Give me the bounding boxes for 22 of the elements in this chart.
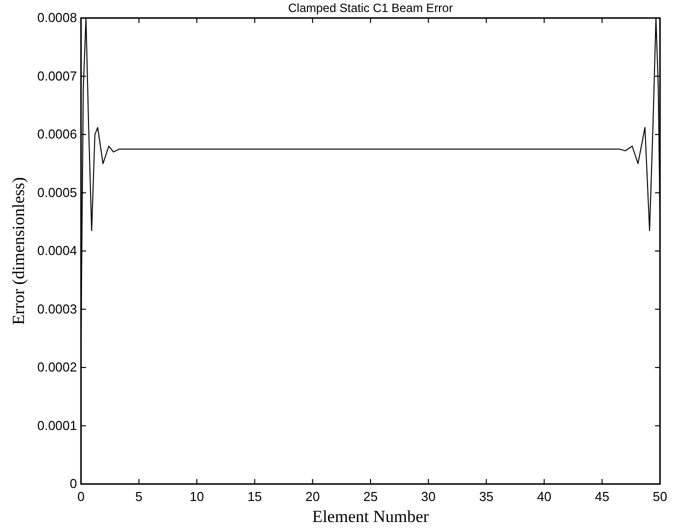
y-tick-label: 0.0002 [37,360,77,374]
x-tick-label: 30 [421,489,436,504]
y-tick-label: 0.0005 [37,184,77,200]
x-tick-label: 45 [594,489,610,504]
y-tick-label: 0.0007 [37,68,77,84]
y-axis-title: Error (dimensionless) [9,177,28,325]
x-tick-label: 5 [135,489,143,504]
y-tick-label: 0.0008 [37,10,77,25]
x-tick-label: 15 [247,489,262,504]
x-tick-label: 35 [479,489,494,504]
chart-title: Clamped Static C1 Beam Error [288,1,453,15]
y-tick-label: 0.0001 [37,418,77,433]
x-tick-label: 50 [652,489,668,504]
x-tick-label: 10 [190,489,204,504]
y-tick-label: 0.0006 [37,126,77,142]
x-tick-label: 20 [305,489,320,504]
x-tick-label: 25 [363,489,378,504]
y-tick-label: 0.0003 [37,301,77,316]
y-tick-label: 0 [70,476,77,491]
x-axis-title: Element Number [312,507,430,526]
y-tick-label: 0.0004 [37,243,77,258]
x-tick-label: 40 [536,489,552,504]
